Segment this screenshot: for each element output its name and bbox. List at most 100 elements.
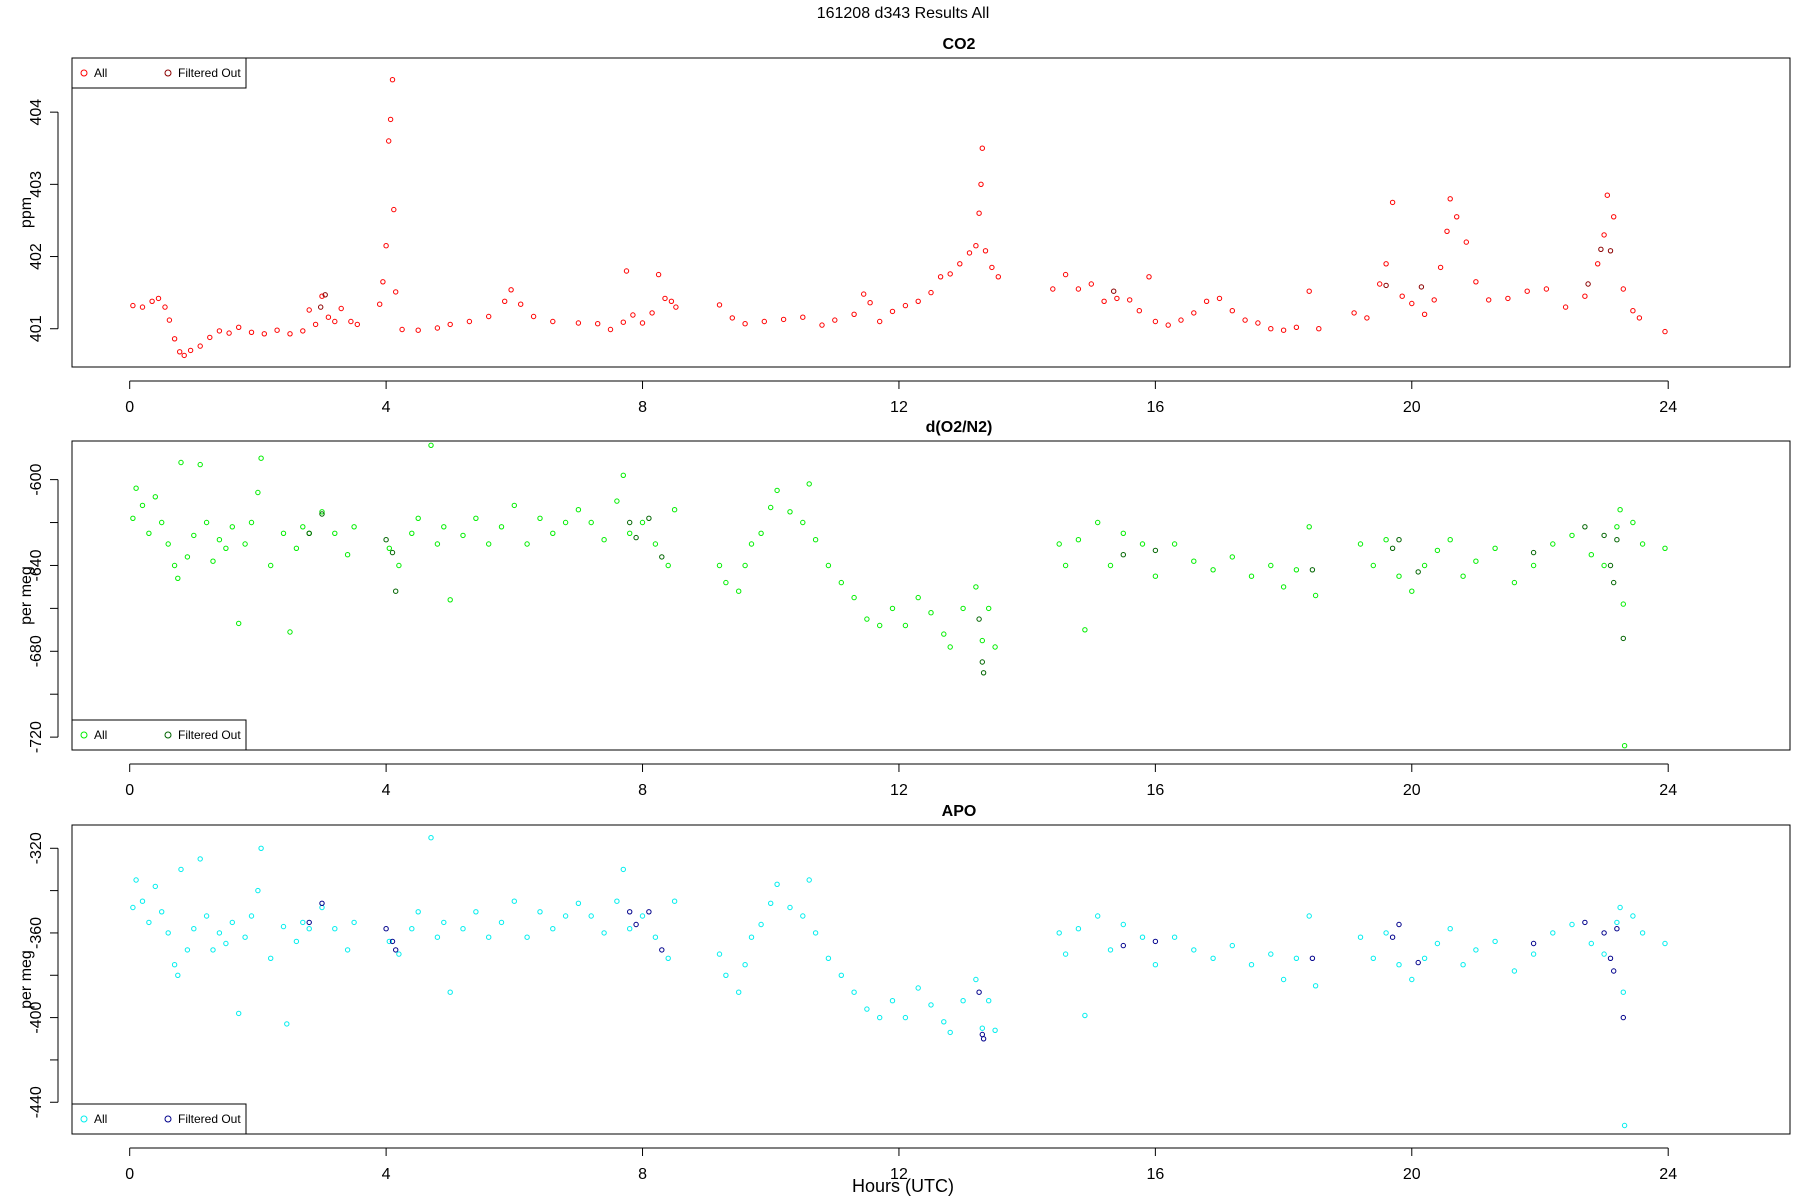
data-point [306,926,312,932]
data-point [1492,938,1498,945]
data-point [864,1006,870,1012]
data-point [387,116,394,123]
x-tick-label: 4 [382,782,391,799]
y-tick-label: -600 [28,464,45,496]
data-point [1146,274,1152,280]
data-point [210,558,216,564]
data-point [1178,317,1184,323]
data-point [511,898,517,904]
data-point [1152,938,1159,945]
data-point [258,845,264,851]
data-point [1614,926,1620,932]
panel-3: APO 0 4 8 12 16 20 24 -320 -360 -400 -440 per meg All… [18,803,1791,1183]
data-point [396,562,402,569]
data-point [1127,297,1133,303]
data-point [175,575,181,581]
data-point [979,659,985,665]
data-point [165,541,171,547]
data-point [1588,940,1595,947]
data-point [973,976,979,983]
data-point [434,325,441,331]
data-point [627,926,633,932]
data-point [139,898,146,904]
data-point [1268,951,1274,957]
data-point [1107,562,1114,569]
data-point [742,562,748,569]
x-tick-label: 0 [125,1166,134,1183]
y-tick-label: -440 [28,1086,45,1118]
data-point [409,530,415,536]
data-point [1389,545,1396,551]
data-point [261,331,267,337]
data-point [758,530,764,536]
data-point [889,308,896,315]
data-point [812,537,819,543]
data-point [1601,951,1607,957]
data-point [1120,530,1127,536]
data-point [1120,552,1127,558]
data-point [1415,569,1421,575]
data-point [216,328,223,334]
data-point [1171,934,1178,940]
data-point [255,489,261,496]
data-point [1601,532,1607,539]
data-point [947,644,953,650]
y-tick-label: -720 [28,721,45,753]
data-point [1582,919,1588,926]
data-point [758,921,764,928]
data-point [441,919,447,926]
data-point [258,455,264,461]
data-point [177,349,183,355]
data-point [588,519,594,526]
data-point [620,319,626,325]
data-point [207,334,213,341]
data-point [146,919,152,926]
data-point [1107,947,1114,953]
data-point [1268,562,1274,569]
data-point [268,562,274,569]
plot-frame [71,440,1791,751]
data-point [928,1002,934,1008]
data-point [668,298,675,304]
data-point [1165,322,1171,328]
y-tick-label: -680 [28,635,45,667]
y-axis-label: ppm [18,197,35,228]
data-point [152,883,159,890]
data-point [1216,295,1223,302]
data-point [178,866,184,873]
data-point [1447,926,1453,932]
data-point [1447,537,1453,543]
data-point [409,926,415,932]
legend-label-all: All [94,728,107,742]
y-tick-label: -320 [28,832,45,864]
data-point [306,307,312,313]
data-point [973,243,979,249]
x-tick-label: 12 [890,399,908,416]
data-point [1614,919,1620,926]
data-point [191,926,197,932]
data-point [171,962,178,968]
data-point [716,951,723,957]
data-point [293,938,300,945]
data-point [1095,913,1101,919]
data-point [1601,562,1607,569]
data-point [146,530,152,536]
data-point [864,616,870,622]
data-point [1139,541,1146,547]
data-point [1082,627,1088,633]
data-point [941,631,947,637]
legend-label-filtered: Filtered Out [178,728,241,742]
data-point [723,972,729,978]
data-point [1630,308,1636,314]
data-point [1630,519,1636,526]
data-point [761,318,767,325]
data-point [1082,1012,1088,1019]
data-point [434,541,441,547]
data-point [1486,297,1492,303]
data-point [166,317,173,323]
data-point [1543,286,1550,292]
data-point [742,321,748,327]
series-filtered-out [306,900,1627,1042]
data-point [1120,921,1127,928]
